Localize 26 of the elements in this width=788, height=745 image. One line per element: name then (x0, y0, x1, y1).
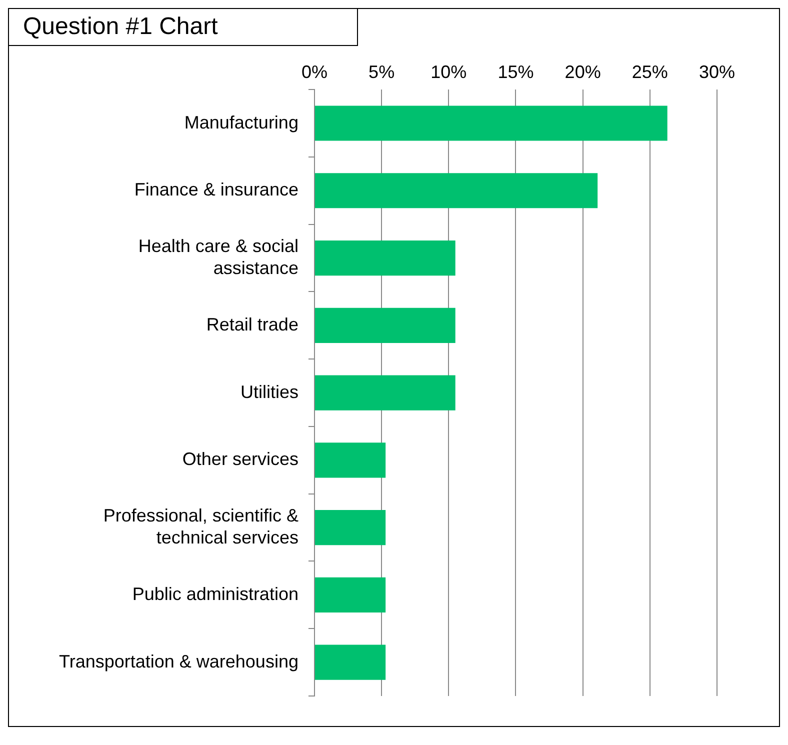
y-tick-label: Transportation & warehousing (59, 651, 298, 672)
bar (314, 240, 456, 276)
y-tick-label: Professional, scientific & technical services (103, 506, 298, 548)
bar (314, 644, 386, 680)
bar (314, 375, 456, 410)
text: Question #1 Chart (9, 9, 358, 46)
x-tick-label: 30% (698, 62, 736, 82)
y-tick-label: Retail trade (206, 314, 298, 334)
bar (314, 106, 668, 141)
x-tick-label: 0% (301, 62, 328, 82)
y-tick-label: Manufacturing (184, 112, 298, 132)
bar (314, 308, 456, 343)
x-tick-label: 25% (632, 62, 668, 82)
x-tick-label: 15% (498, 62, 534, 82)
y-tick-label: Public administration (132, 584, 298, 604)
bar (314, 510, 386, 546)
y-tick-label: Finance & insurance (134, 180, 298, 200)
x-tick-label: 20% (564, 62, 601, 82)
y-tick-label: Other services (182, 449, 298, 470)
bar (314, 173, 598, 208)
bar (314, 577, 386, 612)
y-tick-label: Utilities (240, 382, 298, 402)
bar (314, 442, 386, 478)
x-tick-label: 5% (368, 62, 395, 82)
y-tick-label: Health care & social assistance (138, 236, 298, 278)
x-tick-label: 10% (430, 62, 467, 82)
